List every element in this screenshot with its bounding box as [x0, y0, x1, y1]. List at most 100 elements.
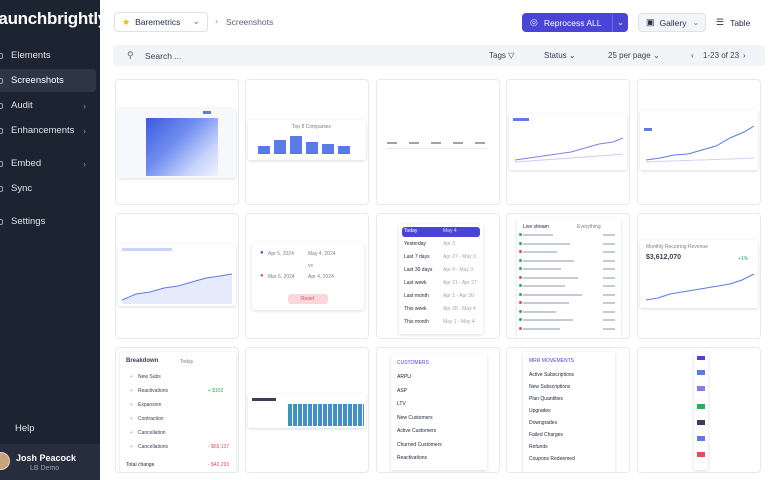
- top-bar: ★ Baremetrics ⌄ › Screenshots ◎ Reproces…: [112, 10, 768, 36]
- app-selector[interactable]: ★ Baremetrics ⌄: [114, 12, 208, 32]
- row-icon: +: [130, 388, 133, 394]
- stream-row: [519, 326, 560, 330]
- stream-value: [603, 242, 615, 245]
- chevron-right-icon: ›: [215, 16, 218, 26]
- screenshot-card[interactable]: [637, 79, 761, 205]
- stream-row: [519, 275, 578, 279]
- preset-option: Last 30 days: [404, 267, 433, 273]
- thumbnail-button: [203, 111, 211, 114]
- preset-range: Apr 28 - May 4: [443, 306, 476, 312]
- stream-row: [519, 233, 553, 236]
- help-link[interactable]: Help: [15, 422, 35, 434]
- next-page-button[interactable]: ›: [743, 51, 746, 60]
- user-menu[interactable]: Josh Peacock LB Demo: [0, 444, 100, 480]
- screenshot-card[interactable]: Today May 4 Yesterday Apr 3 Last 7 days Apr 2…: [376, 213, 500, 339]
- sidebar-item-enhancements[interactable]: Enhancements ›: [0, 119, 96, 142]
- screenshot-card[interactable]: [245, 347, 369, 473]
- thumbnail-tab: [644, 128, 652, 131]
- chart-bar: [274, 140, 286, 154]
- sidebar-item-audit[interactable]: Audit ›: [0, 94, 96, 117]
- gallery-view-button[interactable]: ▣ Gallery ⌄: [638, 13, 706, 32]
- status-dot: [519, 301, 522, 304]
- reprocess-dropdown-toggle[interactable]: ⌄: [612, 13, 628, 32]
- rail-icon: [697, 370, 705, 375]
- live-stream-title: Live stream: [523, 224, 549, 230]
- menu-item: LTV: [397, 401, 406, 407]
- screenshot-card[interactable]: [115, 79, 239, 205]
- table-view-button[interactable]: ☰ Table: [710, 13, 764, 32]
- screenshot-card[interactable]: Live stream Everything: [506, 213, 630, 339]
- stream-row: [519, 284, 565, 287]
- status-dot: [519, 267, 522, 270]
- user-name: Josh Peacock: [16, 453, 77, 463]
- status-dot: [519, 284, 522, 287]
- chart-bar: [258, 146, 270, 154]
- tags-filter[interactable]: Tags ▽: [489, 51, 514, 60]
- sidebar-item-sync[interactable]: Sync: [0, 177, 96, 200]
- screenshots-icon: [0, 77, 3, 84]
- thumbnail-title: [252, 398, 276, 401]
- screenshot-card[interactable]: Top 8 Companies: [245, 79, 369, 205]
- filter-bar: ⚲ Search ... Tags ▽ Status ⌄ 25 per page…: [113, 45, 765, 66]
- status-label: Status: [544, 51, 567, 60]
- filter-icon: ▽: [508, 51, 515, 60]
- stream-value: [603, 285, 615, 287]
- screenshot-card[interactable]: [506, 79, 630, 205]
- sidebar-item-elements[interactable]: Elements: [0, 44, 96, 67]
- screenshot-card[interactable]: [637, 347, 761, 473]
- search-icon: ⚲: [127, 50, 134, 60]
- screenshot-card[interactable]: Breakdown Today Total change - $42,293 +…: [115, 347, 239, 473]
- menu-item: Refunds: [529, 444, 548, 450]
- status-dot: [519, 241, 522, 245]
- stream-row: [519, 292, 582, 296]
- menu-heading: MRR MOVEMENTS: [529, 358, 574, 364]
- compare-to: Apr 4, 2024: [308, 274, 334, 280]
- thumbnail: [118, 108, 236, 178]
- sidebar-item-settings[interactable]: Settings: [0, 210, 96, 233]
- screenshot-card[interactable]: ● Apr 5, 2024 May 4, 2024 vs ● Mar 6, 20…: [245, 213, 369, 339]
- stream-row: [519, 309, 556, 313]
- sidebar-item-label: Sync: [11, 183, 33, 194]
- preset-range: May 4: [443, 228, 457, 234]
- menu-item: Failed Charges: [529, 432, 563, 438]
- brand-logo[interactable]: launchbrightly: [0, 9, 107, 28]
- line-chart: [645, 125, 755, 163]
- breakdown-panel: Breakdown Today Total change - $42,293 +…: [120, 352, 236, 472]
- stream-value: [603, 310, 615, 313]
- date-dot: ●: [260, 273, 264, 279]
- thumbnail: [248, 394, 366, 428]
- screenshot-card[interactable]: MRR MOVEMENTS Active Subscriptions New Su…: [506, 347, 630, 473]
- per-page-select[interactable]: 25 per page ⌄: [608, 51, 660, 60]
- preset-range: May 1 - May 4: [443, 319, 475, 325]
- chevron-right-icon: ›: [83, 158, 86, 169]
- screenshot-card[interactable]: [115, 213, 239, 339]
- screenshot-card[interactable]: [376, 79, 500, 205]
- breakdown-row-label: Contraction: [138, 416, 164, 422]
- status-dot: [519, 326, 522, 330]
- reprocess-all-button[interactable]: ◎ Reprocess ALL ⌄: [522, 13, 628, 32]
- sidebar-item-embed[interactable]: Embed ›: [0, 152, 96, 175]
- breakdown-row-label: Reactivations: [138, 388, 169, 394]
- rail-icon: [697, 436, 705, 441]
- breakdown-row-label: New Subs: [138, 374, 161, 380]
- chevron-right-icon: ›: [83, 100, 86, 111]
- area-chart: [121, 273, 233, 304]
- screenshot-card[interactable]: CUSTOMERS ARPU ASP LTV New Customers Active …: [376, 347, 500, 473]
- menu-item: New Customers: [397, 414, 433, 421]
- preset-option: Today: [404, 228, 418, 234]
- sidebar-item-screenshots[interactable]: Screenshots: [0, 69, 96, 92]
- stream-row: [519, 318, 573, 321]
- prev-page-button[interactable]: ‹: [691, 51, 694, 60]
- menu-item: Coupons Redeemed: [529, 456, 575, 462]
- chart-bar: [338, 146, 350, 154]
- screenshot-card[interactable]: Monthly Recurring Revenue $3,612,070 +1%: [637, 213, 761, 339]
- mrr-delta: +1%: [738, 256, 749, 262]
- stream-row: [519, 267, 561, 270]
- chart-title: Monthly Recurring Revenue: [646, 244, 708, 250]
- search-input[interactable]: Search ...: [145, 51, 182, 61]
- elements-icon: [0, 52, 3, 59]
- preset-range: Apr 27 - May 3: [443, 254, 476, 260]
- status-dot: [519, 250, 522, 253]
- avatar: [0, 452, 10, 470]
- status-filter[interactable]: Status ⌄: [544, 51, 576, 60]
